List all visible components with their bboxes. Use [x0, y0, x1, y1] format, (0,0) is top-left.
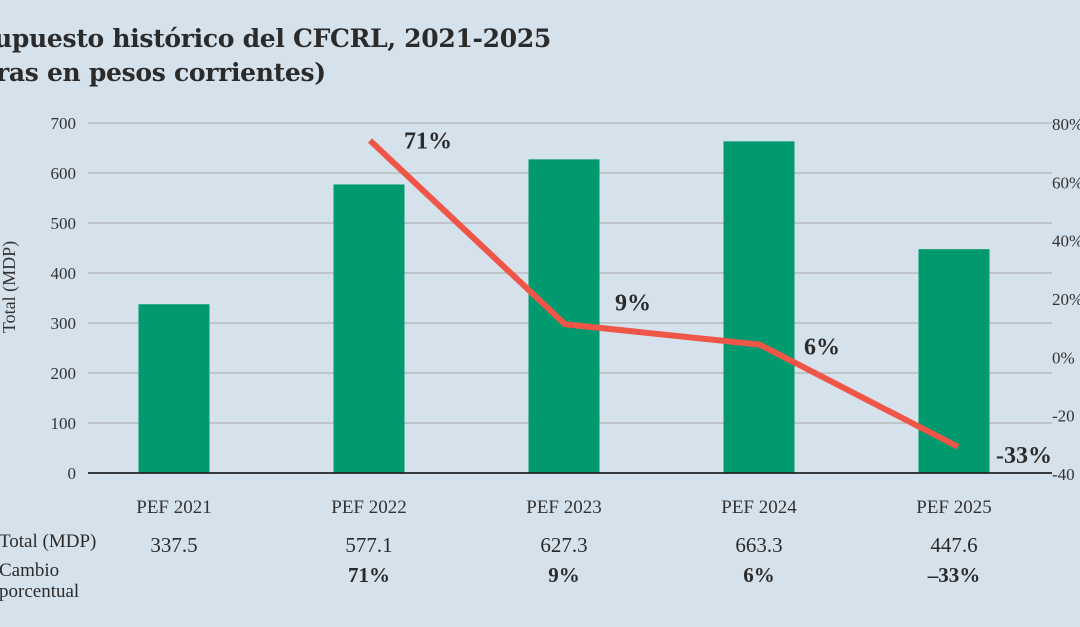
y2-tick-label: -40 — [1052, 465, 1075, 484]
percent-label: 9% — [615, 290, 651, 316]
chart-title: upuesto histórico del CFCRL, 2021-2025 — [0, 24, 552, 53]
y-tick-label: 700 — [51, 114, 77, 133]
y2-tick-label: 0% — [1052, 348, 1075, 367]
data-table: Total (MDP) 337.5 577.1 627.3 663.3 447.6 Camb… — [0, 531, 980, 602]
y2-tick-label: -20 — [1052, 407, 1075, 426]
chart-subtitle: ras en pesos corrientes) — [0, 58, 326, 87]
bar-series — [138, 141, 990, 473]
category-labels: PEF 2021 PEF 2022 PEF 2023 PEF 2024 PEF 2025 — [136, 497, 992, 518]
table-total-cell: 663.3 — [735, 533, 782, 557]
table-total-cell: 627.3 — [540, 533, 587, 557]
table-total-cell: 337.5 — [150, 533, 197, 557]
y-tick-label: 100 — [51, 414, 77, 433]
table-row-header-change-1: Cambio — [0, 560, 59, 581]
table-change-cell: 6% — [743, 563, 775, 587]
table-change-cell: –33% — [927, 563, 981, 587]
y-tick-label: 300 — [51, 314, 77, 333]
table-row-header-change-2: porcentual — [0, 581, 79, 602]
table-total-cell: 447.6 — [930, 533, 977, 557]
percent-change-line — [367, 138, 960, 450]
table-total-cell: 577.1 — [345, 533, 392, 557]
x-tick-label: PEF 2022 — [331, 497, 407, 518]
right-axis-ticks: -40 -20 0% 20% 40% 60% 80% — [1052, 115, 1080, 484]
bar-pef-2025 — [918, 249, 990, 473]
percent-change-series: 71% 9% 6% -33% — [367, 129, 1052, 469]
table-change-cell: 9% — [548, 563, 580, 587]
y-tick-label: 0 — [68, 464, 77, 483]
y-tick-label: 500 — [51, 214, 77, 233]
table-row-header-total: Total (MDP) — [0, 531, 96, 552]
y2-tick-label: 20% — [1052, 290, 1080, 309]
y-tick-label: 600 — [51, 164, 77, 183]
x-tick-label: PEF 2024 — [721, 497, 797, 518]
chart-title-block: upuesto histórico del CFCRL, 2021-2025 r… — [0, 22, 1080, 90]
percent-label: 71% — [404, 129, 452, 155]
y2-tick-label: 60% — [1052, 173, 1080, 192]
left-axis-ticks: 0 100 200 300 400 500 600 700 — [51, 114, 77, 483]
bar-pef-2022 — [333, 184, 405, 473]
x-tick-label: PEF 2025 — [916, 497, 992, 518]
y-tick-label: 200 — [51, 364, 77, 383]
y-axis-label-group: Total (MDP) — [0, 241, 20, 333]
x-tick-label: PEF 2021 — [136, 497, 212, 518]
percent-label: -33% — [996, 443, 1052, 469]
table-change-cell: 71% — [348, 563, 390, 587]
bar-pef-2024 — [723, 141, 795, 473]
y2-tick-label: 40% — [1052, 232, 1080, 251]
percent-label: 6% — [804, 335, 840, 361]
bar-pef-2023 — [528, 159, 600, 473]
y-axis-label: Total (MDP) — [0, 241, 20, 333]
x-tick-label: PEF 2023 — [526, 497, 602, 518]
y2-tick-label: 80% — [1052, 115, 1080, 134]
y-tick-label: 400 — [51, 264, 77, 283]
bar-pef-2021 — [138, 304, 210, 473]
